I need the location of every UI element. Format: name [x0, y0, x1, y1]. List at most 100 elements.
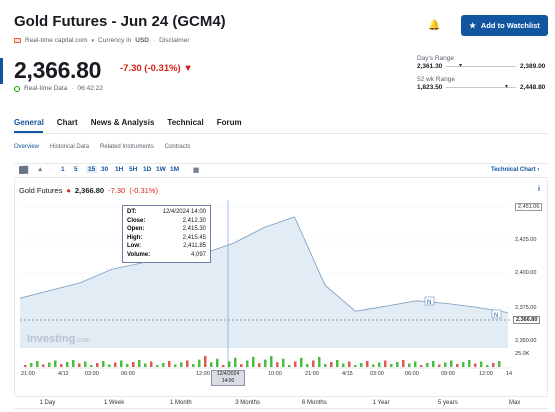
info-icon[interactable]: i: [538, 186, 540, 193]
x-label: 4/15: [342, 371, 353, 377]
interval-15[interactable]: 15: [86, 166, 98, 173]
chevron-down-icon[interactable]: ▾: [91, 37, 95, 44]
volume-bar: [318, 356, 321, 367]
volume-bar: [96, 363, 99, 367]
52wk-range-bar: [446, 87, 516, 88]
y-label: 2,425.00: [515, 237, 537, 243]
interval-30[interactable]: 30: [101, 166, 109, 173]
candlestick-icon[interactable]: █▉: [19, 167, 29, 174]
tab-chart[interactable]: Chart: [56, 118, 78, 127]
volume-bar: [258, 363, 261, 367]
volume-bar: [372, 364, 375, 367]
change-percent: (-0.31%): [144, 63, 181, 74]
subtab-related-instruments[interactable]: Related Instruments: [100, 144, 154, 150]
volume-bar: [30, 363, 33, 367]
news-marker-label: N: [427, 300, 431, 306]
disclaimer-link[interactable]: Disclaimer: [159, 37, 190, 44]
volume-bar: [270, 356, 273, 367]
interval-5[interactable]: 5: [74, 166, 78, 173]
52wk-range-low: 1,823.50: [417, 84, 443, 91]
separator: ·: [152, 37, 156, 44]
tab-news-analysis[interactable]: News & Analysis: [90, 118, 155, 127]
chart-tooltip: DT: 12/4/2024 14:00 Close: 2,412.30 Open: 2…: [122, 205, 211, 263]
watermark-suffix: .com: [75, 337, 91, 344]
volume-bar: [84, 361, 87, 367]
volume-bar: [162, 363, 165, 367]
legend-dot-icon: ●: [66, 186, 71, 195]
volume-bar: [102, 361, 105, 367]
volume-bar: [210, 362, 213, 367]
volume-bar: [330, 362, 333, 367]
chart-toolbar: [14, 163, 548, 178]
legend-name: Gold Futures: [19, 186, 63, 195]
crosshair-date: 12/4/2024: [216, 371, 240, 377]
range-6-months[interactable]: 6 Months: [302, 400, 327, 406]
price-area: [20, 217, 508, 348]
tab-general[interactable]: General: [14, 118, 44, 127]
volume-bar: [450, 360, 453, 367]
x-label: 4/12: [58, 371, 69, 377]
volume-bar: [444, 362, 447, 367]
currency-label: Currency in: [98, 37, 132, 44]
x-label: 14: [506, 371, 513, 377]
range-1-week[interactable]: 1 Week: [104, 400, 125, 406]
range-3-months[interactable]: 3 Months: [235, 400, 260, 406]
range-max[interactable]: Max: [508, 400, 521, 406]
tab-technical[interactable]: Technical: [167, 118, 204, 127]
technical-chart-label: Technical Chart: [491, 167, 536, 173]
range-5-years[interactable]: 5 years: [438, 400, 458, 406]
bell-plus-icon[interactable]: 🔔: [428, 20, 441, 31]
interval-5h[interactable]: 5H: [129, 166, 138, 173]
y-label: 2,350.00: [515, 338, 537, 344]
volume-bar: [420, 365, 423, 367]
tooltip-close: 2,412.30: [182, 217, 206, 224]
volume-bar: [24, 365, 27, 367]
volume-bar: [480, 361, 483, 367]
volume-bar: [120, 360, 123, 367]
range-1-day[interactable]: 1 Day: [39, 400, 56, 406]
realtime-info: Real-time Data · 06:42:22: [14, 85, 103, 92]
technical-chart-link[interactable]: Technical Chart ›: [491, 167, 539, 173]
volume-bar: [336, 360, 339, 367]
tab-forum[interactable]: Forum: [216, 118, 242, 127]
volume-bar: [222, 365, 225, 367]
subtab-overview[interactable]: Overview: [14, 144, 40, 150]
volume-bar: [384, 360, 387, 367]
realtime-time: 06:42:22: [77, 85, 103, 92]
interval-1[interactable]: 1: [61, 166, 65, 173]
volume-bar: [306, 364, 309, 367]
volume-bar: [264, 359, 267, 367]
interval-1d[interactable]: 1D: [143, 166, 152, 173]
legend-price: 2,366.80: [74, 186, 105, 195]
y-label: 2,375.00: [515, 305, 537, 311]
volume-bar: [174, 364, 177, 367]
52wk-range-pointer-icon: ▾: [505, 84, 509, 90]
interval-1m[interactable]: 1M: [170, 166, 180, 173]
interval-1h[interactable]: 1H: [115, 166, 124, 173]
x-label: 03:00: [370, 371, 384, 377]
range-1-year[interactable]: 1 Year: [372, 400, 390, 406]
subtab-contracts[interactable]: Contracts: [164, 144, 191, 150]
volume-bar: [246, 360, 249, 367]
settings-icon[interactable]: ▦: [193, 167, 200, 174]
volume-bar: [240, 364, 243, 367]
volume-bar: [78, 363, 81, 367]
volume-bar: [234, 357, 237, 367]
area-chart-icon[interactable]: ▲: [37, 166, 44, 173]
volume-bar: [186, 360, 189, 367]
range-1-month[interactable]: 1 Month: [170, 400, 192, 406]
add-to-watchlist-button[interactable]: ★ Add to Watchlist: [461, 15, 548, 36]
chart-legend: Gold Futures ● 2,366.80 -7.30 (-0.31%): [19, 186, 158, 195]
interval-1w[interactable]: 1W: [156, 166, 166, 173]
volume-bar: [42, 364, 45, 367]
volume-bar: [426, 363, 429, 367]
volume-bar: [414, 361, 417, 367]
range-buttons: 1 Day 1 Week 1 Month 3 Months 6 Months 1…: [14, 396, 548, 409]
subtab-historical-data[interactable]: Historical Data: [50, 144, 90, 150]
volume-bar: [204, 356, 207, 367]
volume-bar: [300, 357, 303, 367]
volume-bar: [390, 364, 393, 367]
currency-value: USD: [135, 37, 149, 44]
volume-bar: [108, 364, 111, 367]
